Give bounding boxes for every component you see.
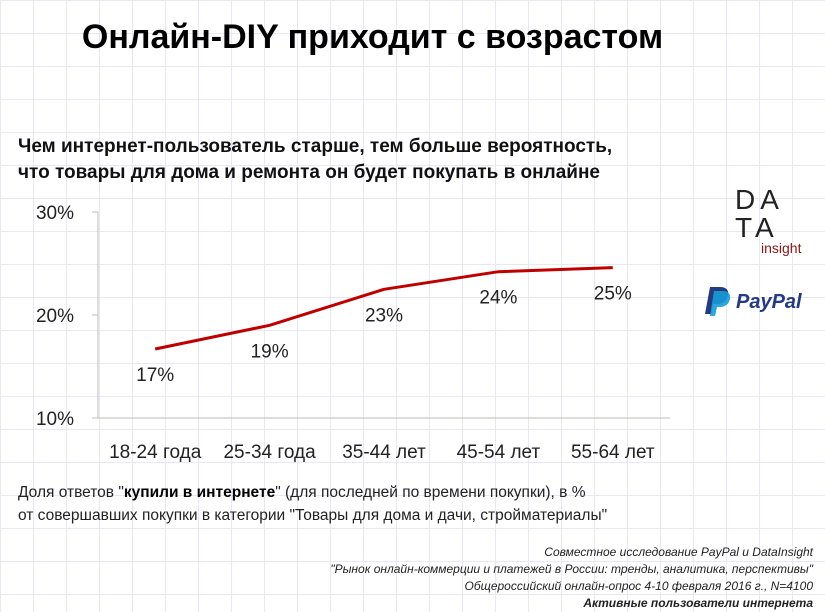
x-tick-label: 45-54 лет: [457, 442, 541, 463]
datainsight-logo-line-2: TA: [735, 212, 779, 243]
chart-note: Доля ответов "купили в интернете" (для п…: [18, 481, 698, 527]
data-label: 17%: [136, 365, 174, 386]
x-tick-label: 35-44 лет: [342, 442, 426, 463]
note-text-bold: купили в интернете: [123, 484, 276, 501]
source-line-4: Активные пользователи интернета: [583, 596, 813, 610]
datainsight-logo: DA TA insight: [735, 184, 802, 256]
y-tick-label: 10%: [36, 409, 74, 430]
source-line-2: "Рынок онлайн-коммерции и платежей в Рос…: [330, 562, 813, 576]
datainsight-logo-line-1: DA: [735, 184, 784, 215]
x-axis-ticks: 18-24 года 25-34 года 35-44 лет 45-54 лет 55…: [109, 442, 655, 463]
data-label: 25%: [594, 284, 632, 305]
paypal-wordmark: PayPal: [736, 291, 802, 313]
x-tick-label: 25-34 года: [223, 442, 316, 463]
note-text-before: Доля ответов ": [18, 484, 124, 501]
data-label: 24%: [479, 288, 517, 309]
series-line-path: [154, 266, 613, 351]
note-line-2: от совершавших покупки в категории "Това…: [18, 507, 608, 524]
source-line-1: Совместное исследование PayPal и DataIns…: [544, 545, 813, 559]
note-text-after: " (для последней по времени покупки), в …: [275, 484, 586, 501]
source-line-3: Общероссийский онлайн-опрос 4-10 февраля…: [464, 579, 813, 593]
x-tick-label: 18-24 года: [109, 442, 202, 463]
y-tick-label: 20%: [36, 306, 74, 327]
subtitle-line-1: Чем интернет-пользователь старше, тем бо…: [18, 136, 613, 157]
data-label: 19%: [251, 341, 289, 362]
y-tick-label: 30%: [36, 203, 74, 224]
y-axis-ticks: 10% 20% 30%: [36, 203, 98, 430]
paypal-logo: PayPal: [705, 287, 802, 316]
x-tick-label: 55-64 лет: [571, 442, 655, 463]
data-labels: 17% 19% 23% 24% 25%: [136, 284, 632, 386]
data-label: 23%: [365, 305, 403, 326]
subtitle-line-2: что товары для дома и ремонта он будет п…: [18, 162, 600, 183]
chart-subtitle: Чем интернет-пользователь старше, тем бо…: [18, 134, 668, 186]
series-line: [154, 266, 613, 351]
datainsight-logo-small: insight: [761, 240, 802, 256]
paypal-mark-icon: [705, 287, 731, 316]
source-block: Совместное исследование PayPal и DataIns…: [253, 544, 813, 612]
note-line-1: Доля ответов "купили в интернете" (для п…: [18, 481, 698, 504]
page-title: Онлайн-DIY приходит с возрастом: [81, 18, 664, 56]
